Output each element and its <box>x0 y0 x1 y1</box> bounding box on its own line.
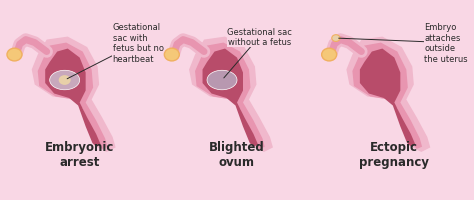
Polygon shape <box>32 37 116 152</box>
Text: Gestational sac
without a fetus: Gestational sac without a fetus <box>224 28 292 79</box>
Polygon shape <box>202 49 258 147</box>
Polygon shape <box>352 43 422 149</box>
Polygon shape <box>189 37 273 152</box>
Polygon shape <box>360 49 415 147</box>
Ellipse shape <box>207 71 237 90</box>
Ellipse shape <box>7 49 22 62</box>
Ellipse shape <box>322 49 337 62</box>
Ellipse shape <box>332 36 340 42</box>
Polygon shape <box>45 49 100 147</box>
Text: Ectopic
pregnancy: Ectopic pregnancy <box>359 141 429 169</box>
Ellipse shape <box>50 71 80 90</box>
Text: Blighted
ovum: Blighted ovum <box>209 141 265 169</box>
Text: Gestational
sac with
fetus but no
heartbeat: Gestational sac with fetus but no heartb… <box>67 23 164 79</box>
Polygon shape <box>38 43 108 149</box>
Polygon shape <box>346 37 430 152</box>
Text: Embryonic
arrest: Embryonic arrest <box>45 141 114 169</box>
Polygon shape <box>195 43 264 149</box>
Ellipse shape <box>59 76 71 85</box>
Ellipse shape <box>164 49 179 62</box>
Text: Embryo
attaches
outside
the uterus: Embryo attaches outside the uterus <box>338 23 468 63</box>
